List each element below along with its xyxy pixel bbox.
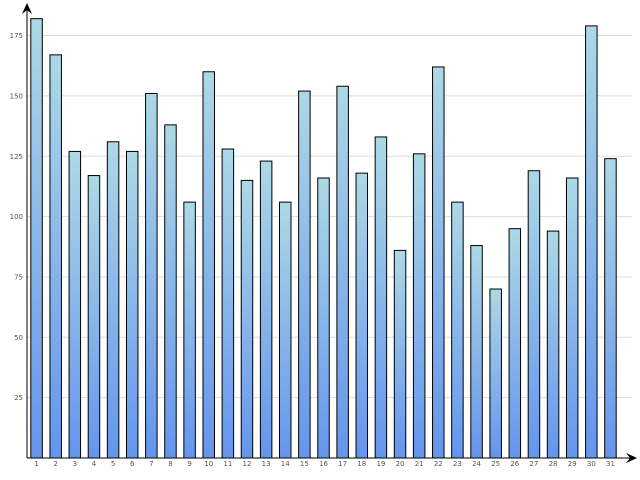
bar-30 xyxy=(585,25,598,459)
y-tick-label: 150 xyxy=(10,92,23,100)
x-tick-label: 30 xyxy=(587,460,596,468)
bar-4 xyxy=(87,175,101,459)
x-tick-label: 25 xyxy=(491,460,500,468)
x-tick-label: 12 xyxy=(243,460,252,468)
x-tick-label: 4 xyxy=(92,460,97,468)
y-tick-label: 25 xyxy=(14,394,23,402)
bar-13 xyxy=(259,160,273,459)
bar-25 xyxy=(489,288,502,459)
bar-16 xyxy=(317,177,330,459)
bar-10 xyxy=(202,71,215,459)
y-tick-labels: 25 50 75 100 125 150 175 xyxy=(10,32,23,402)
x-tick-label: 11 xyxy=(223,460,232,468)
x-tick-label: 15 xyxy=(300,460,309,468)
bar-11 xyxy=(221,148,235,459)
bar-23 xyxy=(451,201,464,459)
x-tick-label: 29 xyxy=(568,460,577,468)
x-tick-labels: 1 2 3 4 5 6 7 8 9 10 11 12 13 14 15 16 17 18 19 20 21 22 23 24 2… xyxy=(34,460,615,468)
bar-29 xyxy=(565,177,579,459)
bar-6 xyxy=(125,150,139,459)
x-tick-label: 1 xyxy=(34,460,38,468)
x-tick-label: 6 xyxy=(130,460,135,468)
x-tick-label: 7 xyxy=(149,460,153,468)
x-tick-label: 8 xyxy=(168,460,172,468)
bar-15 xyxy=(298,90,311,459)
bar-9 xyxy=(183,201,196,459)
bar-19 xyxy=(374,136,388,459)
x-tick-label: 27 xyxy=(529,460,538,468)
x-tick-label: 26 xyxy=(510,460,519,468)
x-tick-label: 2 xyxy=(53,460,57,468)
x-tick-label: 18 xyxy=(357,460,366,468)
bar-27 xyxy=(527,170,541,459)
x-tick-label: 17 xyxy=(338,460,347,468)
x-axis-arrow xyxy=(626,453,637,463)
x-tick-label: 13 xyxy=(262,460,271,468)
y-tick-label: 125 xyxy=(10,153,23,161)
bar-21 xyxy=(412,153,426,459)
x-tick-label: 10 xyxy=(204,460,213,468)
y-tick-label: 100 xyxy=(10,213,23,221)
y-axis-arrow xyxy=(22,3,32,14)
bar-7 xyxy=(145,92,158,459)
x-tick-label: 24 xyxy=(472,460,481,468)
x-tick-label: 9 xyxy=(187,460,191,468)
x-tick-label: 31 xyxy=(606,460,615,468)
bar-28 xyxy=(546,230,560,459)
x-tick-label: 16 xyxy=(319,460,328,468)
bar-17 xyxy=(336,85,349,459)
bar-1 xyxy=(30,18,43,459)
bar-3 xyxy=(68,150,82,459)
bar-8 xyxy=(164,124,177,459)
x-tick-label: 20 xyxy=(396,460,405,468)
bar-26 xyxy=(508,228,522,459)
y-tick-label: 50 xyxy=(14,334,23,342)
x-tick-label: 14 xyxy=(281,460,290,468)
x-tick-label: 22 xyxy=(434,460,443,468)
x-tick-label: 28 xyxy=(549,460,558,468)
y-tick-label: 75 xyxy=(14,273,23,281)
x-tick-label: 5 xyxy=(111,460,115,468)
bar-2 xyxy=(49,54,62,459)
bar-12 xyxy=(240,179,254,459)
bar-20 xyxy=(393,249,407,459)
bar-18 xyxy=(355,172,369,459)
bar-5 xyxy=(106,141,120,459)
bars xyxy=(30,18,617,459)
bar-24 xyxy=(470,245,483,459)
x-tick-label: 21 xyxy=(415,460,424,468)
y-tick-label: 175 xyxy=(10,32,23,40)
bar-14 xyxy=(279,201,292,459)
bar-22 xyxy=(432,66,445,459)
x-tick-label: 23 xyxy=(453,460,462,468)
axes xyxy=(22,3,637,463)
x-tick-label: 3 xyxy=(73,460,77,468)
x-tick-label: 19 xyxy=(376,460,385,468)
bar-31 xyxy=(604,158,617,459)
